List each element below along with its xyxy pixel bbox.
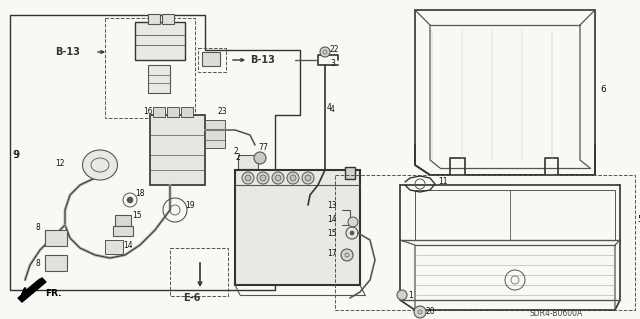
Text: 19: 19 — [185, 201, 195, 210]
Text: 15: 15 — [328, 228, 337, 238]
Circle shape — [257, 172, 269, 184]
Text: 23: 23 — [217, 108, 227, 116]
Bar — [105, 240, 123, 254]
Text: 5: 5 — [637, 216, 640, 225]
Circle shape — [254, 152, 266, 164]
Text: 16: 16 — [143, 108, 152, 116]
Text: 15: 15 — [132, 211, 141, 219]
Text: 9: 9 — [12, 150, 18, 160]
Circle shape — [260, 175, 266, 181]
Text: B-13: B-13 — [250, 55, 275, 65]
Text: 1: 1 — [408, 291, 413, 300]
Bar — [202, 52, 220, 66]
Text: 22: 22 — [330, 46, 339, 55]
Text: E-6: E-6 — [183, 293, 200, 303]
Bar — [148, 14, 160, 24]
Bar — [167, 107, 179, 117]
Circle shape — [414, 306, 426, 318]
Text: 2: 2 — [233, 147, 237, 157]
Text: 11: 11 — [438, 177, 447, 187]
Text: 4: 4 — [330, 106, 335, 115]
Circle shape — [290, 175, 296, 181]
Text: 8: 8 — [35, 224, 40, 233]
Ellipse shape — [83, 150, 118, 180]
Text: 14: 14 — [123, 241, 132, 250]
Circle shape — [320, 47, 330, 57]
Text: FR.: FR. — [45, 290, 61, 299]
Bar — [335, 175, 635, 310]
Text: 6: 6 — [600, 85, 605, 94]
Circle shape — [305, 175, 311, 181]
Bar — [45, 230, 67, 246]
Circle shape — [242, 172, 254, 184]
Circle shape — [341, 249, 353, 261]
Text: 3: 3 — [330, 58, 335, 68]
Text: 18: 18 — [135, 189, 145, 198]
Bar — [113, 226, 133, 236]
Bar — [198, 48, 226, 72]
Text: 9: 9 — [13, 150, 19, 160]
Text: SDR4-B0600A: SDR4-B0600A — [530, 308, 583, 317]
Bar — [345, 167, 355, 179]
Bar — [135, 22, 185, 60]
Bar — [153, 107, 165, 117]
Bar — [235, 170, 360, 285]
Bar — [45, 255, 67, 271]
Text: B-13: B-13 — [55, 47, 80, 57]
Text: 2: 2 — [235, 153, 240, 162]
Polygon shape — [18, 278, 46, 302]
Circle shape — [302, 172, 314, 184]
Text: 20: 20 — [426, 308, 436, 316]
Text: 17: 17 — [328, 249, 337, 257]
Bar — [150, 115, 205, 185]
Circle shape — [287, 172, 299, 184]
Text: 14: 14 — [328, 216, 337, 225]
Circle shape — [245, 175, 251, 181]
Bar — [415, 190, 615, 240]
Text: 7: 7 — [262, 144, 267, 152]
Text: 8: 8 — [35, 258, 40, 268]
Circle shape — [397, 290, 407, 300]
Bar — [148, 65, 170, 93]
Bar — [181, 107, 193, 117]
Text: 7: 7 — [258, 144, 263, 152]
Circle shape — [127, 197, 133, 203]
Bar — [115, 215, 131, 226]
Bar — [170, 248, 228, 296]
Bar — [162, 14, 174, 24]
Bar — [105, 18, 195, 118]
Text: 12: 12 — [55, 159, 65, 167]
Bar — [238, 155, 258, 169]
Circle shape — [350, 231, 354, 235]
Circle shape — [275, 175, 281, 181]
Bar — [205, 120, 225, 148]
Text: 13: 13 — [328, 201, 337, 210]
Circle shape — [272, 172, 284, 184]
Circle shape — [348, 217, 358, 227]
Text: 4: 4 — [327, 103, 332, 113]
